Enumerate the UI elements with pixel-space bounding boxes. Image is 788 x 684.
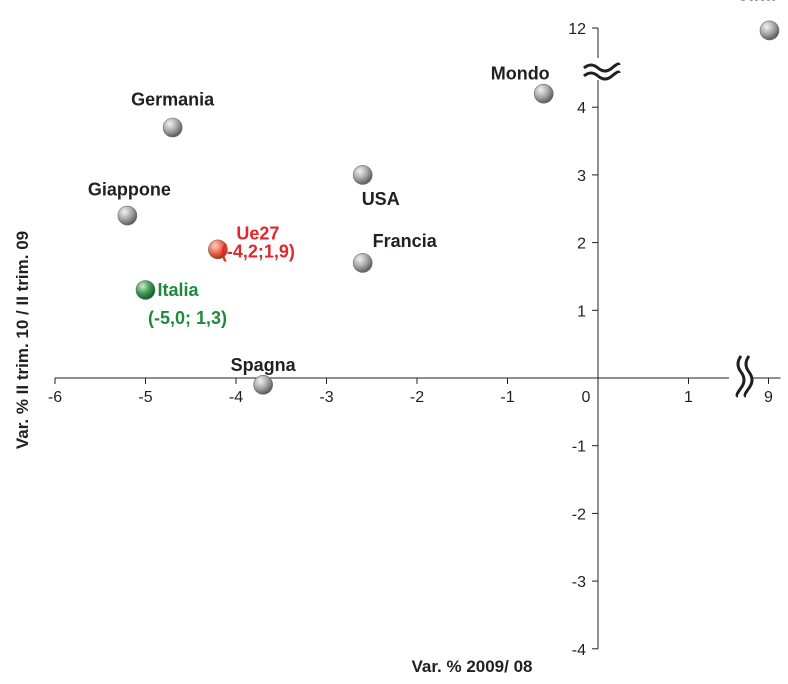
point-marker — [352, 253, 373, 273]
x-tick-label: -4 — [229, 389, 243, 406]
point-label: Giappone — [88, 180, 171, 200]
point-label: Spagna — [231, 355, 297, 375]
y-tick-label: 2 — [577, 236, 586, 253]
data-point-giappone: Giappone — [88, 180, 171, 226]
point-label: Cina — [736, 0, 776, 4]
point-sublabel: (-5,0; 1,3) — [148, 308, 227, 328]
y-axis-title: Var. % II trim. 10 / II trim. 09 — [13, 231, 32, 449]
data-point-mondo: Mondo — [491, 64, 554, 104]
x-tick-label: -2 — [410, 389, 424, 406]
data-points: Cina Mondo Germania USA Giappone Ue27(-4,2;1,… — [88, 0, 780, 395]
y-tick-label: 12 — [568, 21, 586, 38]
point-marker — [253, 374, 273, 395]
point-label: Italia — [158, 280, 200, 300]
point-marker — [759, 20, 780, 41]
point-label: USA — [362, 189, 400, 209]
data-point-germania: Germania — [131, 90, 215, 138]
y-tick-label: -1 — [572, 439, 586, 456]
data-point-usa: USA — [352, 165, 400, 209]
point-label: Francia — [373, 231, 438, 251]
x-tick-label: -1 — [500, 389, 514, 406]
data-point-francia: Francia — [352, 231, 438, 273]
point-label: Mondo — [491, 64, 550, 84]
point-marker — [117, 205, 138, 226]
y-tick-label: -4 — [572, 642, 586, 659]
point-marker — [135, 280, 156, 300]
point-marker — [208, 239, 228, 260]
x-tick-label: -3 — [319, 389, 333, 406]
point-label: Ue27 — [236, 223, 279, 243]
y-axis-break-symbol — [583, 58, 621, 81]
x-axis-break-symbol — [729, 355, 754, 398]
axes — [55, 28, 781, 649]
x-tick-label: 9 — [764, 389, 773, 406]
x-axis-title: Var. % 2009/ 08 — [412, 657, 533, 676]
x-ticks: -6 -5 -4 -3 -2 -1 0 1 9 — [48, 378, 773, 406]
x-tick-label: 0 — [582, 389, 591, 406]
data-point-spagna: Spagna — [231, 355, 297, 395]
y-tick-label: -2 — [572, 506, 586, 523]
y-ticks: 12 4 3 2 1 -1 -2 -3 -4 — [568, 21, 598, 659]
point-marker — [533, 83, 554, 104]
data-point-ue27: Ue27(-4,2;1,9) — [208, 223, 295, 261]
point-label: Germania — [131, 90, 215, 110]
data-point-italia: Italia (-5,0; 1,3) — [135, 280, 227, 328]
point-marker — [162, 117, 183, 138]
y-tick-label: -3 — [572, 574, 586, 591]
x-tick-label: 1 — [684, 389, 693, 406]
x-tick-label: -5 — [138, 389, 152, 406]
y-tick-label: 4 — [577, 100, 586, 117]
y-tick-label: 1 — [577, 303, 586, 320]
data-point-cina: Cina — [736, 0, 780, 41]
x-tick-label: -6 — [48, 389, 62, 406]
y-tick-label: 3 — [577, 168, 586, 185]
point-sublabel: (-4,2;1,9) — [221, 241, 295, 261]
point-marker — [352, 165, 373, 185]
